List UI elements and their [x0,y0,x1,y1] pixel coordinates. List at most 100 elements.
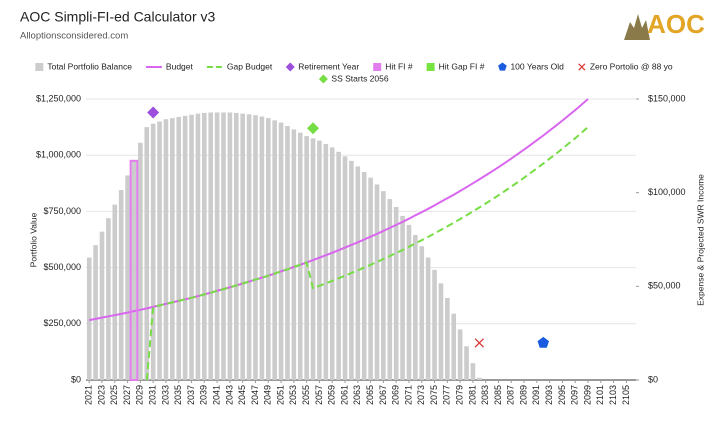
bar [125,175,130,380]
x-tick-label: 2041 [211,385,221,405]
bar [157,121,162,380]
x-tick-label: 2105 [621,385,631,405]
marker [147,106,160,119]
legend-item: Total Portfolio Balance [35,61,132,71]
bar [413,235,418,380]
logo: AOC [622,8,705,42]
legend-label: Hit FI # [385,61,413,71]
bar [381,191,386,380]
x-tick-label: 2055 [301,385,311,405]
legend-symbol [578,63,586,71]
x-tick-label: 2049 [263,385,273,405]
marker [307,122,320,135]
legend-label: Total Portfolio Balance [47,61,132,71]
x-tick-label: 2071 [403,385,413,405]
chart-title: AOC Simpli-FI-ed Calculator v3 [20,9,215,25]
legend-item: Budget [145,61,194,71]
x-tick-label: 2083 [480,385,490,405]
bar [451,313,457,380]
bar [265,118,271,380]
x-tick-label: 2077 [442,385,452,405]
x-tick-label: 2061 [339,385,349,405]
legend-item: 100 Years Old [498,61,564,71]
bar [176,116,182,380]
legend-label: Zero Portolio @ 88 yo [590,61,673,71]
bar [93,245,98,380]
x-tick-label: 2065 [365,385,375,405]
y-tick-label: $1,000,000 [36,150,81,160]
x-tick-label: 2057 [314,385,324,405]
legend-item: Zero Portolio @ 88 yo [578,61,673,71]
bar [285,125,290,380]
bar [214,112,220,380]
bar [342,156,348,380]
bar [259,116,265,381]
bar [368,177,373,380]
bar [233,112,239,381]
x-tick-label: 2029 [135,385,145,405]
bar [419,246,425,380]
x-tick-label: 2103 [608,385,618,405]
bar [240,113,245,380]
x-tick-label: 2101 [595,385,605,405]
bar [329,147,335,380]
y-tick-label: $250,000 [43,318,81,328]
bar [400,215,405,380]
bar [425,257,431,380]
chart-subtitle: Alloptionsconsidered.com [20,31,128,42]
x-tick-label: 2035 [173,385,183,405]
legend-symbol [318,74,328,84]
bar [406,224,412,380]
bar [438,283,444,380]
x-tick-label: 2051 [275,385,285,405]
bar [349,160,354,380]
bar [304,136,309,380]
x-tick-label: 2073 [416,385,426,405]
x-tick-label: 2067 [378,385,388,405]
x-tick-label: 2043 [224,385,234,405]
legend-symbol [35,63,44,71]
x-tick-label: 2021 [84,385,94,405]
legend-item: Retirement Year [285,61,359,72]
legend-label: 100 Years Old [510,61,564,71]
legend-item: Hit Gap FI # [426,61,485,71]
x-tick-label: 2023 [96,385,106,405]
bar [374,184,380,380]
x-tick-label: 2053 [288,385,298,405]
bar [297,132,303,380]
bar [138,142,143,380]
bar [131,160,137,380]
legend-symbol [498,62,507,71]
x-tick-label: 2095 [557,385,567,405]
x-tick-label: 2075 [429,385,439,405]
legend-label: Retirement Year [298,61,359,71]
plot-area [86,98,589,381]
x-tick-label: 2069 [391,385,401,405]
bar [457,329,463,380]
legend-label: Gap Budget [227,61,273,71]
bar [278,122,284,380]
x-tick-label: 2091 [531,385,541,405]
bar [144,127,150,380]
x-tick-label: 2045 [237,385,247,405]
bar [272,120,277,380]
legend-symbol [285,62,295,72]
bar [189,114,194,381]
y2-tick-label: $50,000 [648,281,681,291]
y-tick-label: $0 [71,374,81,384]
x-tick-label: 2037 [186,385,196,405]
bar [99,231,105,380]
x-tick-label: 2025 [109,385,119,405]
bar [355,166,361,380]
bar [387,199,393,380]
x-tick-label: 2079 [455,385,465,405]
y-tick-label: $500,000 [43,262,81,272]
y-tick-label: $1,250,000 [36,93,81,103]
bar [323,143,329,380]
hit-marker [129,159,139,381]
x-tick-label: 2085 [493,385,503,405]
y-axis-label: Portfolio Value [28,212,38,267]
legend-item: SS Starts 2056 [318,73,389,84]
bar [163,119,169,381]
bar [106,218,111,380]
